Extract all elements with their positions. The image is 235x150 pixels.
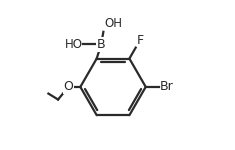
Text: HO: HO — [65, 38, 82, 51]
Text: B: B — [97, 38, 106, 51]
Text: F: F — [137, 34, 144, 47]
Text: OH: OH — [105, 17, 123, 30]
Text: Br: Br — [160, 80, 174, 93]
Text: O: O — [63, 80, 73, 93]
